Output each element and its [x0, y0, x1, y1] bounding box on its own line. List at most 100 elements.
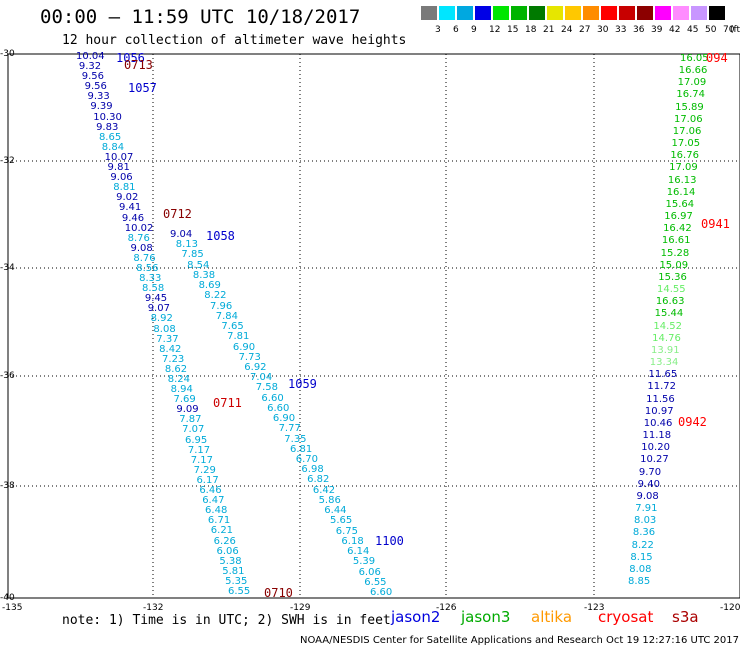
wave-height-value: 7.29	[193, 464, 216, 476]
wave-height-value: 9.06	[110, 172, 133, 184]
wave-height-value: 8.65	[98, 131, 122, 143]
wave-height-value: 17.06	[673, 113, 703, 125]
wave-height-value: 6.95	[184, 434, 208, 446]
wave-height-value: 16.76	[670, 150, 699, 162]
legend-swatch	[547, 6, 563, 20]
wave-height-value: 9.70	[638, 466, 662, 478]
wave-height-value: 6.48	[205, 505, 228, 517]
wave-height-value: 17.05	[671, 138, 701, 150]
wave-height-value: 16.61	[661, 235, 691, 247]
wave-height-value: 6.46	[199, 485, 222, 497]
wave-height-value: 8.15	[630, 551, 653, 563]
legend-label: 39	[651, 25, 663, 35]
wave-height-value: 8.84	[101, 141, 125, 153]
legend-label: 15	[507, 25, 519, 35]
wave-height-value: 8.69	[198, 280, 221, 292]
wave-height-value: 7.73	[238, 351, 261, 363]
pass-time-label: 1056	[116, 51, 145, 65]
wave-height-value: 10.46	[643, 417, 673, 429]
wave-height-value: 6.55	[364, 576, 387, 588]
wave-height-value: 7.35	[284, 433, 307, 445]
wave-height-value: 9.45	[144, 293, 168, 305]
wave-height-value: 6.47	[202, 495, 225, 507]
wave-height-value: 8.94	[170, 384, 193, 396]
legend-label: 6	[453, 25, 459, 35]
pass-time-label: 1059	[288, 377, 317, 391]
lon-tick-label: -135	[2, 603, 23, 613]
lat-tick-label: -36	[0, 371, 15, 381]
wave-height-value: 9.09	[176, 404, 199, 416]
wave-height-value: 6.60	[370, 587, 393, 598]
wave-height-value: 17.09	[669, 162, 698, 174]
wave-height-value: 6.90	[272, 413, 296, 425]
wave-height-value: 8.38	[192, 269, 216, 281]
wave-height-value: 7.69	[173, 394, 196, 406]
wave-height-value: 8.22	[631, 539, 654, 551]
wave-height-value: 9.02	[116, 192, 139, 204]
lon-tick-label: -132	[143, 603, 164, 613]
wave-height-value: 9.08	[636, 490, 659, 502]
wave-height-value: 8.81	[113, 182, 136, 194]
wave-height-value: 5.38	[219, 555, 242, 567]
wave-height-value: 10.20	[641, 442, 670, 454]
legend-label: 42	[669, 25, 681, 35]
wave-height-value: 9.07	[147, 303, 170, 315]
wave-height-value: 8.85	[628, 576, 651, 587]
legend-swatch	[457, 6, 473, 20]
wave-height-value: 7.23	[162, 353, 185, 365]
legend-label: 9	[471, 25, 477, 35]
legend-swatch	[439, 6, 455, 20]
wave-height-value: 7.77	[278, 423, 301, 435]
lat-tick-label: -38	[0, 481, 15, 491]
wave-height-value: 16.97	[664, 211, 693, 223]
wave-height-value: 7.04	[250, 372, 273, 384]
wave-height-value: 8.42	[159, 343, 182, 355]
wave-height-value: 7.81	[227, 331, 250, 343]
satellite-label-jason3: jason3	[461, 608, 511, 626]
pass-time-label: 1058	[206, 229, 235, 243]
wave-height-value: 17.09	[677, 77, 707, 89]
legend-swatch	[511, 6, 527, 20]
legend-label: 24	[561, 25, 573, 35]
legend-swatch	[619, 6, 635, 20]
note-text: note: 1) Time is in UTC; 2) SWH is in fe…	[62, 613, 391, 628]
pass-time-label: 0941	[701, 217, 730, 231]
satellite-label-jason2: jason2	[391, 608, 441, 626]
legend-swatch	[673, 6, 689, 20]
wave-height-value: 11.65	[648, 369, 678, 381]
legend-unit: (ft)	[730, 25, 740, 35]
wave-height-value: 8.24	[167, 374, 191, 386]
legend-label: 36	[633, 25, 645, 35]
pass-time-label: 1057	[128, 81, 157, 95]
wave-height-value: 7.17	[187, 444, 211, 456]
wave-height-value: 13.91	[650, 344, 680, 356]
wave-height-value: 9.41	[119, 202, 142, 214]
wave-height-value: 6.60	[267, 402, 290, 414]
wave-height-value: 8.08	[153, 323, 176, 335]
legend-swatch	[421, 6, 437, 20]
wave-height-value: 9.32	[78, 61, 102, 73]
lat-tick-label: -32	[0, 156, 15, 166]
legend-swatch	[691, 6, 707, 20]
satellite-label-cryosat: cryosat	[598, 608, 654, 626]
wave-height-value: 17.06	[672, 125, 702, 137]
wave-height-value: 10.07	[104, 151, 134, 163]
legend-label: 33	[615, 25, 627, 35]
lon-tick-label: -126	[436, 603, 457, 613]
wave-height-value: 7.91	[635, 503, 658, 515]
wave-height-value: 9.39	[90, 101, 113, 113]
wave-height-value: 14.52	[653, 320, 683, 332]
wave-height-value: 6.17	[196, 474, 219, 486]
wave-height-value: 7.65	[221, 321, 244, 333]
wave-height-value: 6.42	[312, 484, 336, 496]
map-frame	[7, 53, 740, 599]
wave-height-value: 6.14	[347, 546, 370, 558]
wave-height-value: 10.97	[644, 405, 674, 417]
wave-height-value: 11.18	[642, 430, 672, 442]
wave-height-value: 6.90	[232, 341, 256, 353]
legend-label: 30	[597, 25, 609, 35]
legend-label: 18	[525, 25, 537, 35]
wave-height-value: 6.44	[324, 505, 347, 517]
wave-height-value: 6.75	[335, 525, 358, 537]
